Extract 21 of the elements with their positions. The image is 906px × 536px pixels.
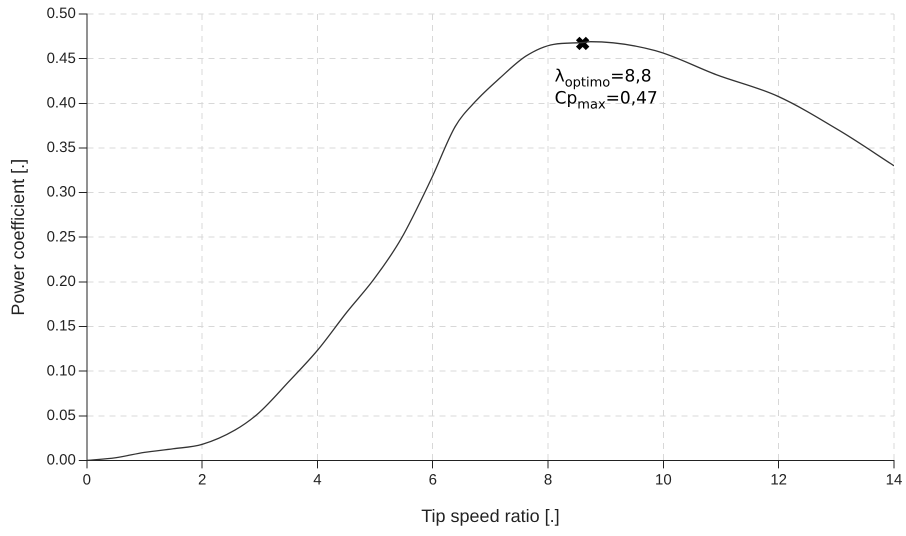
y-tick-label: 0.00 [46,452,76,469]
y-tick-label: 0.40 [46,94,76,112]
x-tick-label: 2 [198,472,206,489]
y-tick-label: 0.30 [46,184,76,201]
x-tick-label: 12 [770,472,788,489]
x-tick-label: 14 [886,472,902,489]
y-tick-label: 0.20 [46,272,76,290]
x-tick-label: 8 [544,472,552,489]
x-axis-title: Tip speed ratio [.] [421,506,560,526]
y-tick-label: 0.50 [46,5,76,22]
y-axis-title: Power coefficient [.] [8,158,28,316]
y-tick-label: 0.25 [46,228,76,246]
x-tick-label: 0 [82,472,91,489]
y-tick-label: 0.35 [46,139,76,156]
x-tick-label: 6 [428,472,437,489]
y-tick-label: 0.10 [46,362,76,380]
x-tick-label: 10 [655,472,672,489]
y-tick-label: 0.05 [46,406,76,424]
y-tick-label: 0.15 [46,318,76,335]
x-tick-label: 4 [313,472,322,489]
y-tick-label: 0.45 [46,50,76,67]
